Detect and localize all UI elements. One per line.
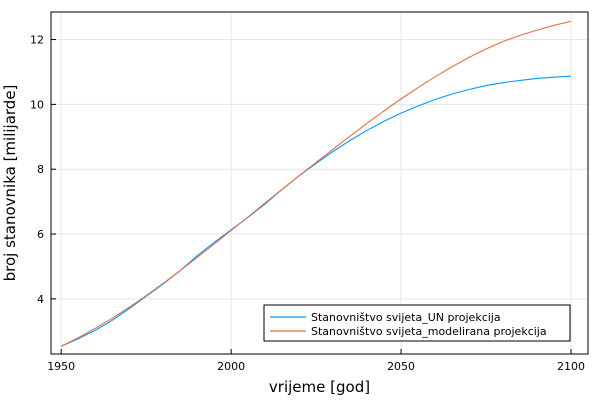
series-layer: [60, 20, 572, 347]
y-tick-label: 12: [30, 34, 44, 47]
x-tick-label: 1950: [47, 360, 75, 373]
y-axis-ticks: 4 6 8 10 12: [30, 34, 56, 306]
y-tick-label: 10: [30, 98, 44, 111]
legend-box: [263, 304, 571, 342]
legend-label-1: Stanovništvo svijeta_UN projekcija: [311, 311, 501, 324]
x-tick-label: 2000: [217, 360, 245, 373]
grid: [51, 12, 588, 354]
series-line-2: [60, 20, 572, 347]
y-tick-label: 6: [37, 228, 44, 241]
plot-frame: [50, 11, 589, 355]
x-axis-label: vrijeme [god]: [269, 378, 370, 396]
y-tick-label: 4: [37, 293, 44, 306]
y-axis-label: broj stanovnika [milijarde]: [1, 85, 19, 282]
legend-label-2: Stanovništvo svijeta_modelirana projekci…: [311, 325, 547, 338]
x-tick-label: 2050: [387, 360, 415, 373]
y-tick-label: 8: [37, 163, 44, 176]
x-tick-label: 2100: [557, 360, 585, 373]
legend: Stanovništvo svijeta_UN projekcijaStanov…: [263, 304, 571, 342]
x-axis-ticks: 1950 2000 2050 2100: [47, 349, 585, 373]
